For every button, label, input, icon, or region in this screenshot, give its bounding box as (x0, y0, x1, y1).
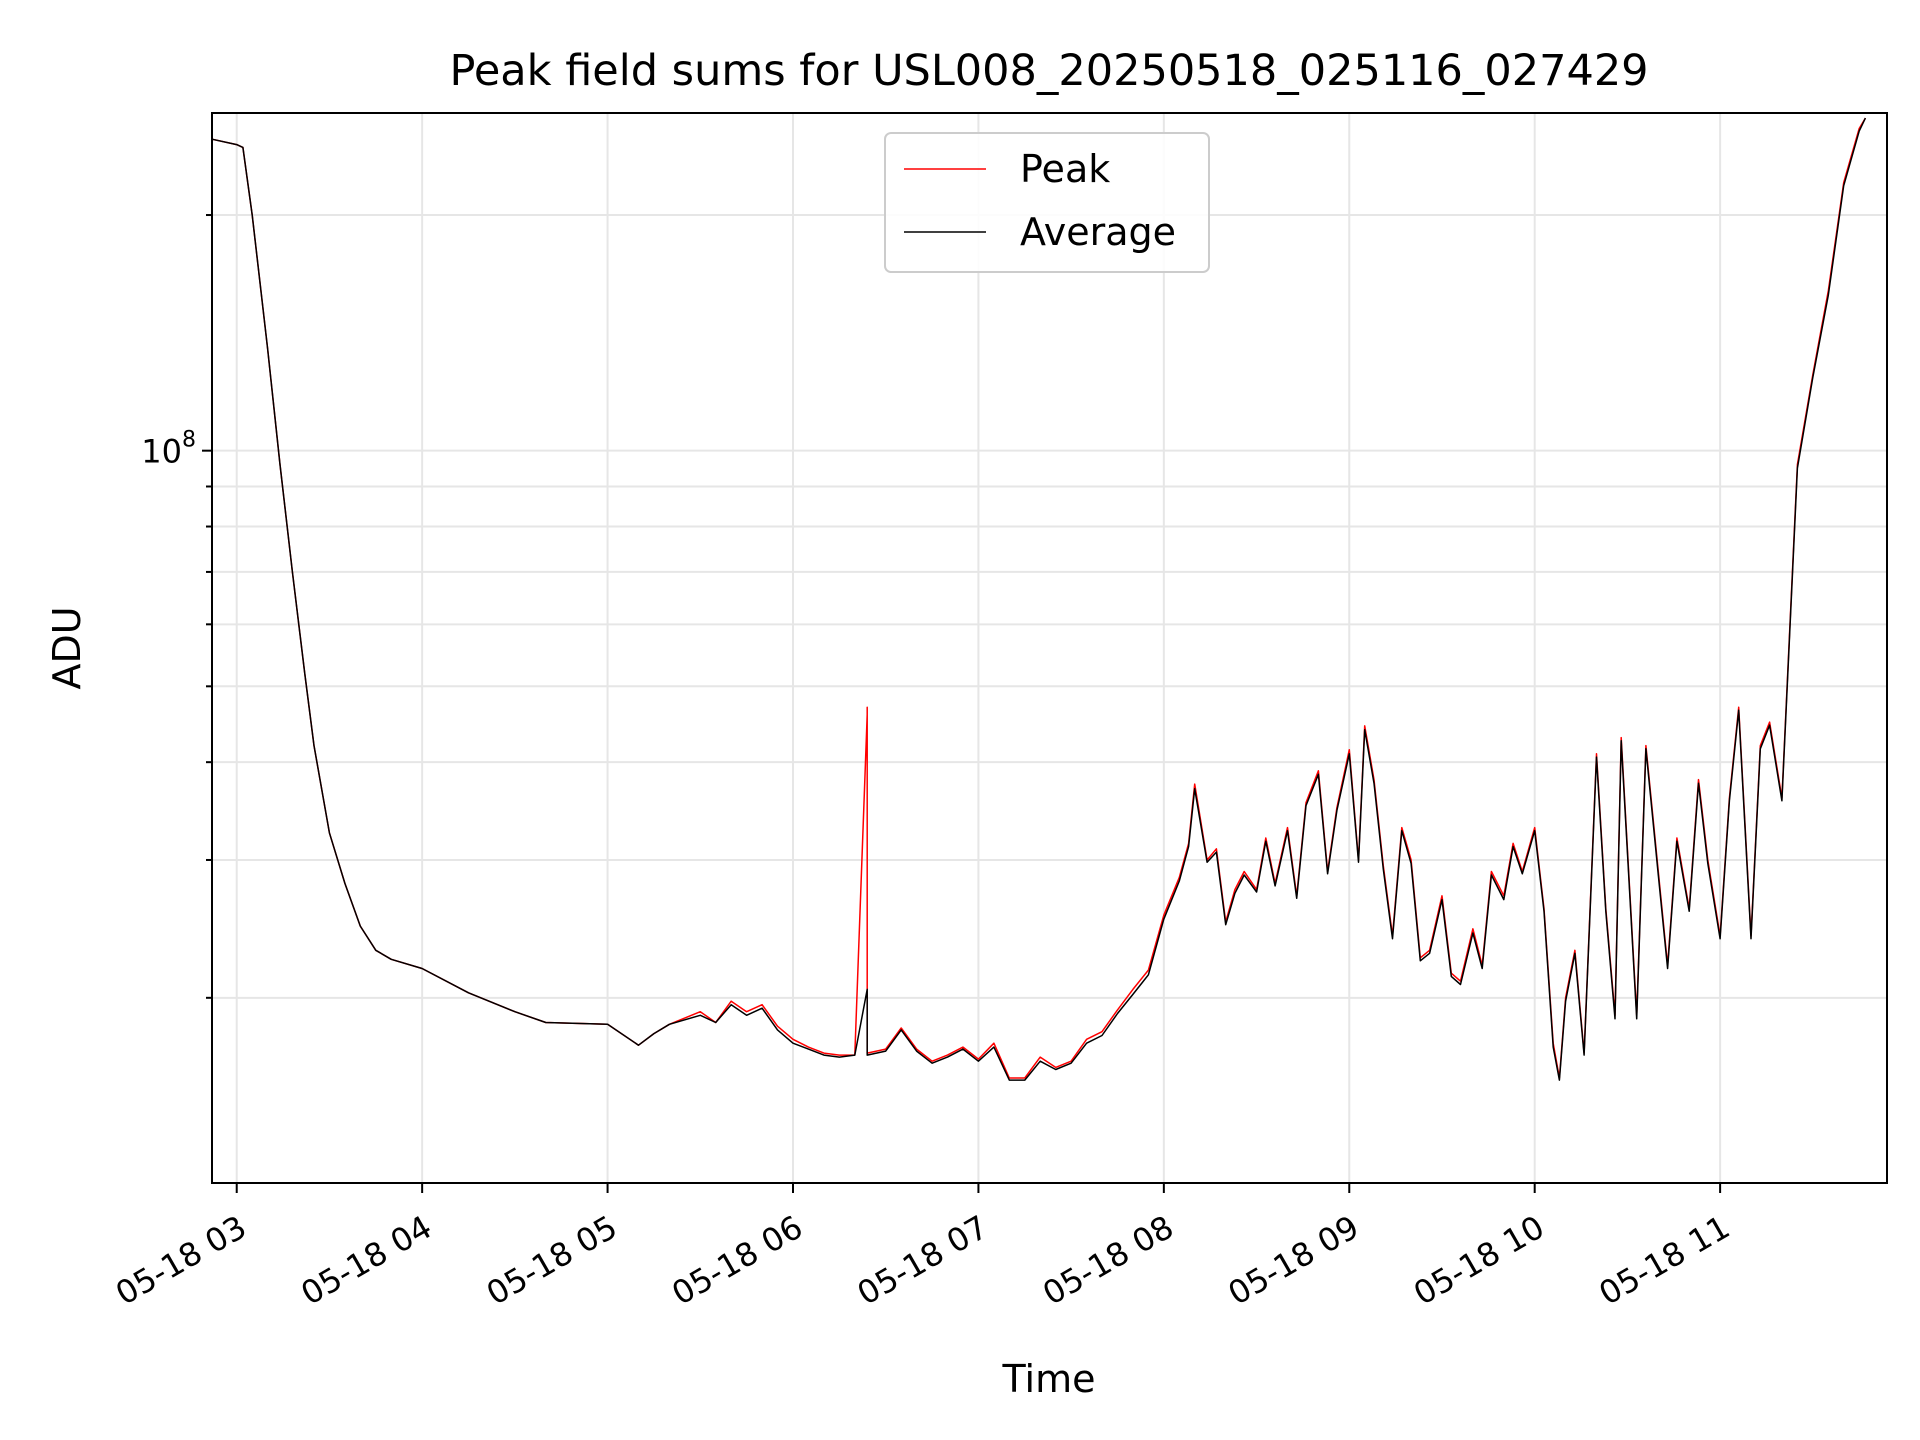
chart-title: Peak field sums for USL008_20250518_0251… (449, 46, 1648, 96)
series-layer (211, 117, 1867, 1081)
series-line-average (211, 117, 1867, 1081)
grid (212, 113, 1887, 1183)
y-axis-label: ADU (45, 606, 89, 689)
legend-average-label: Average (1020, 210, 1176, 254)
plot-frame (211, 112, 1888, 1184)
legend: Peak Average (884, 132, 1210, 273)
legend-box (884, 132, 1210, 273)
y-tick-label: 108 (141, 428, 196, 471)
x-axis-label: Time (1002, 1357, 1096, 1401)
legend-peak-label: Peak (1020, 147, 1110, 191)
